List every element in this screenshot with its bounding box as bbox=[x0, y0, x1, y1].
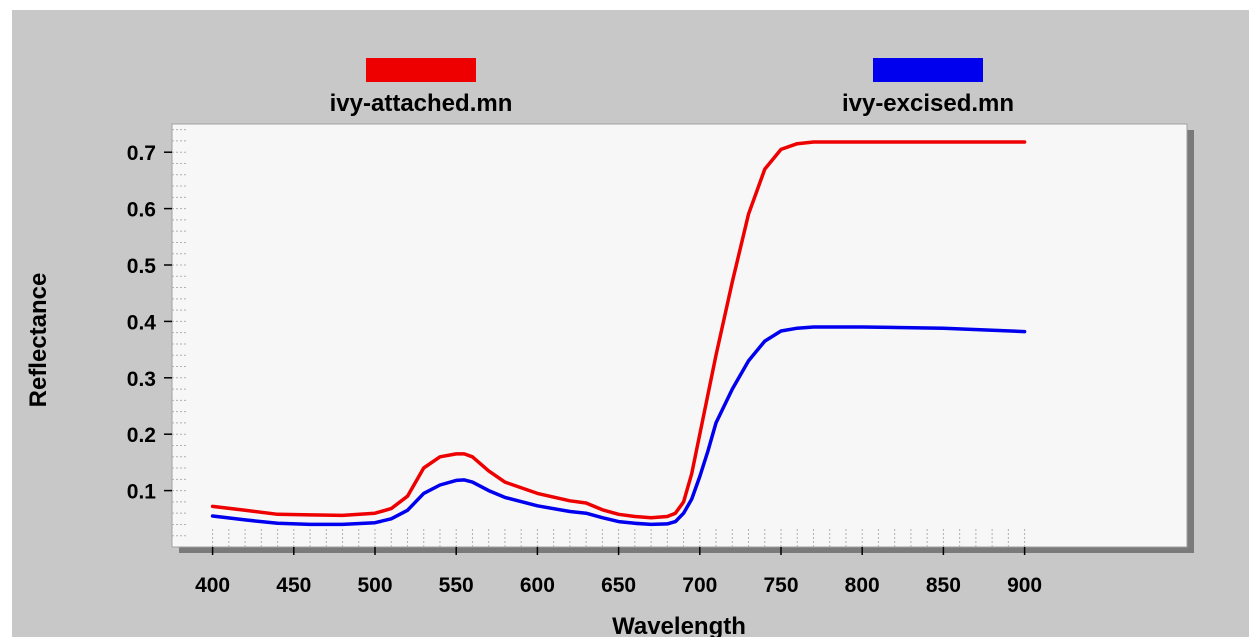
y-tick-label: 0.7 bbox=[127, 142, 156, 165]
x-tick-label: 900 bbox=[1007, 574, 1042, 597]
y-axis-title: Reflectance bbox=[25, 273, 52, 408]
legend-label-2: ivy-excised.mn bbox=[842, 90, 1014, 117]
x-tick-label: 450 bbox=[276, 574, 311, 597]
reflectance-chart: 400 450 500 550 600 650 700 750 800 850 900 0.1 0.2… bbox=[25, 58, 1194, 637]
y-tick-label: 0.3 bbox=[127, 368, 156, 391]
x-tick-label: 400 bbox=[195, 574, 230, 597]
x-tick-label: 650 bbox=[601, 574, 636, 597]
x-tick-label: 600 bbox=[520, 574, 555, 597]
series-layer bbox=[210, 140, 1027, 527]
chart-window: 400 450 500 550 600 650 700 750 800 850 900 0.1 0.2… bbox=[12, 10, 1249, 637]
minor-tick-marks bbox=[172, 129, 1026, 547]
series-line-2 bbox=[210, 325, 1027, 527]
y-tick-label: 0.1 bbox=[127, 481, 157, 504]
legend-label-1: ivy-attached.mn bbox=[330, 90, 513, 117]
x-axis-title: Wavelength bbox=[612, 613, 746, 637]
x-tick-label: 700 bbox=[682, 574, 717, 597]
x-tick-label: 800 bbox=[845, 574, 880, 597]
x-tick-label: 550 bbox=[439, 574, 474, 597]
series-line-1 bbox=[210, 140, 1027, 520]
legend-swatch-1 bbox=[366, 58, 476, 82]
x-tick-label: 850 bbox=[926, 574, 961, 597]
x-tick-label: 500 bbox=[357, 574, 392, 597]
y-axis: 0.1 0.2 0.3 0.4 0.5 0.6 0.7 bbox=[127, 142, 172, 504]
legend-swatch-2 bbox=[873, 58, 983, 82]
legend: ivy-attached.mn ivy-excised.mn bbox=[330, 58, 1014, 117]
y-tick-label: 0.4 bbox=[127, 311, 157, 334]
y-tick-label: 0.2 bbox=[127, 424, 156, 447]
plot-area bbox=[171, 123, 1188, 548]
x-axis: 400 450 500 550 600 650 700 750 800 850 900 bbox=[195, 547, 1042, 597]
x-tick-label: 750 bbox=[763, 574, 798, 597]
y-tick-label: 0.5 bbox=[127, 255, 157, 278]
y-tick-label: 0.6 bbox=[127, 199, 156, 222]
